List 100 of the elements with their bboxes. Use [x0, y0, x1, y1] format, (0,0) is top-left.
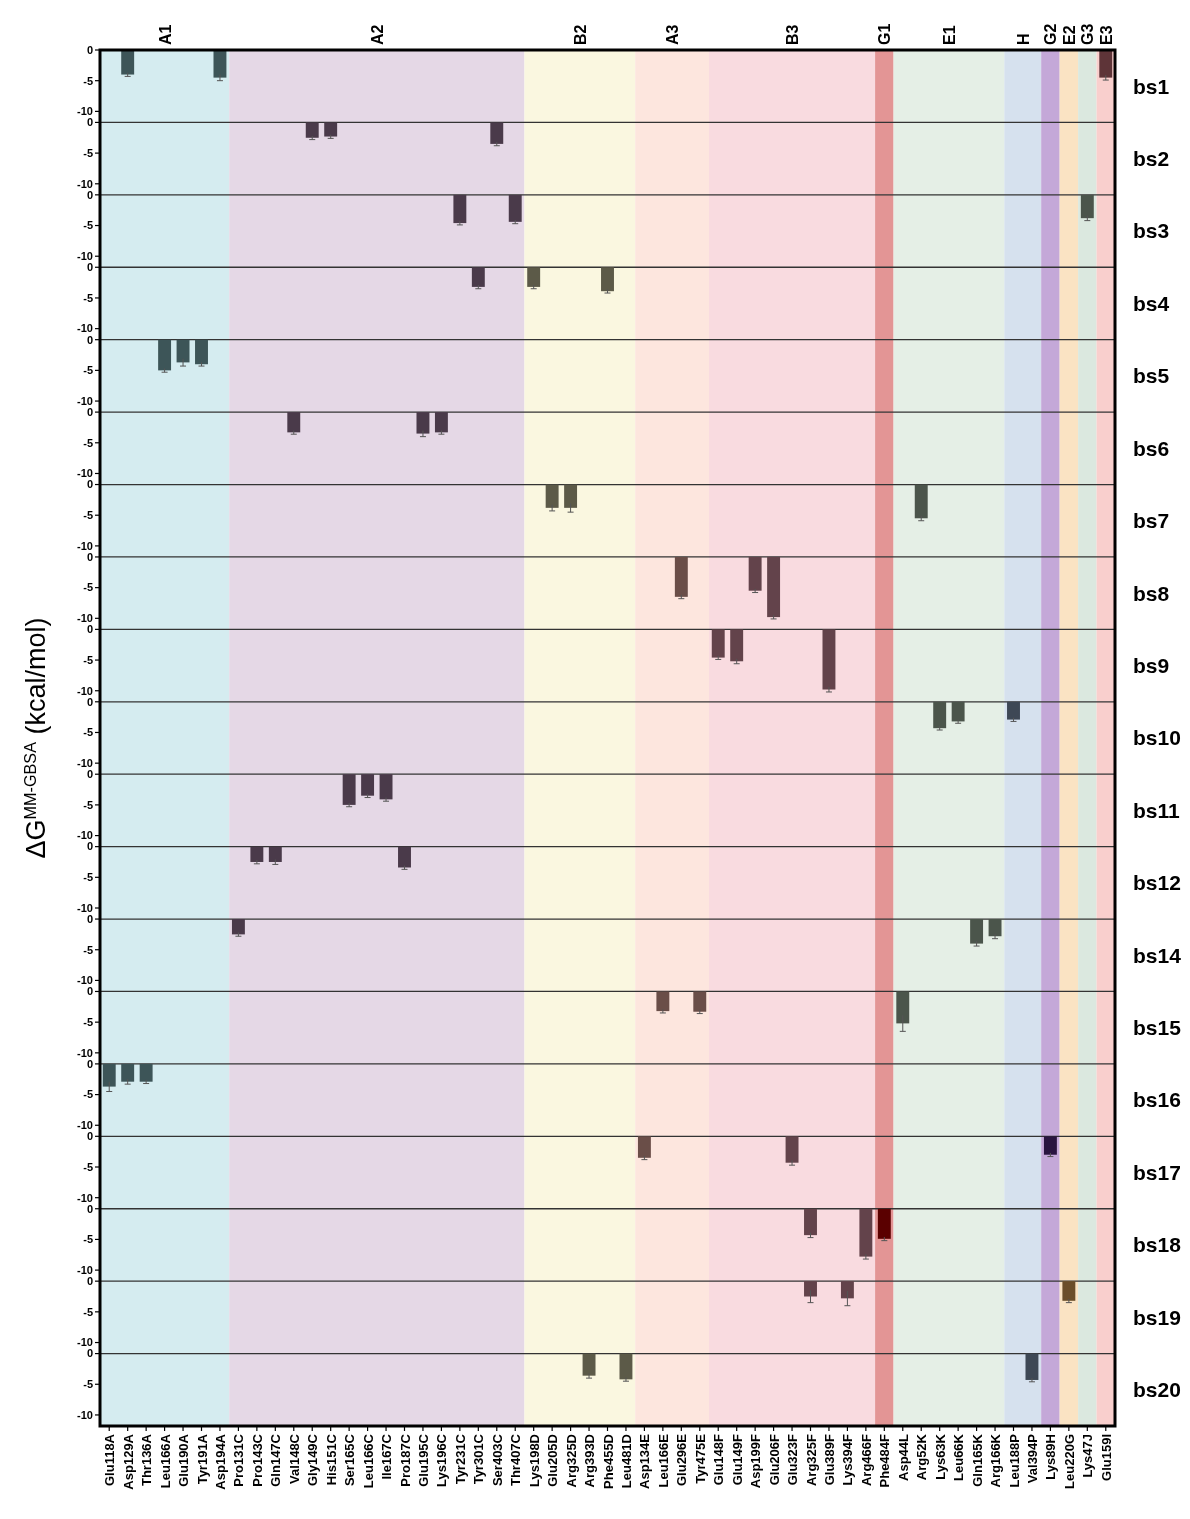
x-tick-label: Glu195C — [415, 1433, 431, 1487]
x-tick-label: Asp134E — [637, 1433, 653, 1489]
x-tick-label: Glu205D — [545, 1434, 561, 1487]
x-tick-label: Gln147C — [268, 1433, 284, 1487]
y-tick-label: -10 — [77, 1191, 93, 1204]
text: bs9 — [1133, 653, 1170, 677]
y-tick-label: 0 — [86, 840, 93, 853]
y-tick-label: -5 — [83, 653, 93, 666]
text: bs15 — [1133, 1016, 1182, 1040]
y-tick-label: 0 — [86, 912, 93, 925]
x-tick-label: Ile167C — [379, 1433, 395, 1480]
text: bs7 — [1133, 509, 1170, 533]
text: bs3 — [1133, 219, 1170, 243]
x-tick-label: Glu323F — [785, 1433, 801, 1486]
band-label: E3 — [1097, 25, 1115, 45]
x-tick-label: Arg52K — [914, 1433, 930, 1481]
x-tick-label: Asp194A — [212, 1433, 228, 1490]
y-tick-label: -5 — [83, 1160, 93, 1173]
y-tick-label: -5 — [83, 1378, 93, 1391]
x-tick-label: Thr136A — [139, 1433, 155, 1487]
x-tick-label: Lys196C — [434, 1433, 450, 1487]
x-tick-label: Tyr301C — [471, 1433, 487, 1485]
x-tick-label: Tyr231C — [452, 1433, 468, 1485]
y-tick-label: -10 — [77, 612, 93, 625]
band-label: G2 — [1042, 23, 1060, 45]
y-tick-label: 0 — [86, 333, 93, 346]
text: bs5 — [1133, 364, 1170, 388]
y-tick-label: 0 — [86, 1275, 93, 1288]
x-tick-label: Ser403C — [489, 1433, 505, 1487]
y-tick-label: 0 — [86, 695, 93, 708]
text: bs1 — [1133, 74, 1170, 98]
x-tick-label: Tyr191A — [194, 1433, 210, 1485]
x-tick-label: Lys394F — [840, 1433, 856, 1486]
text: bs16 — [1133, 1088, 1181, 1112]
band-label: E2 — [1060, 25, 1078, 45]
x-tick-label: Pro131C — [231, 1433, 247, 1487]
y-tick-label: -10 — [77, 1408, 93, 1421]
x-tick-label: Leu166C — [360, 1433, 376, 1489]
x-tick-label: Asp199F — [748, 1433, 764, 1489]
x-tick-label: Glu296E — [674, 1433, 690, 1487]
y-tick-label: -5 — [83, 509, 93, 522]
band-label: A2 — [368, 24, 386, 45]
y-tick-label: 0 — [86, 1130, 93, 1143]
y-tick-label: -5 — [83, 1233, 93, 1246]
band-label: A1 — [156, 24, 174, 45]
y-tick-label: -10 — [77, 467, 93, 480]
band-label: E1 — [940, 25, 958, 45]
y-tick-label: -10 — [77, 829, 93, 842]
x-tick-label: Val394P — [1024, 1433, 1040, 1484]
y-tick-label: 0 — [86, 43, 93, 56]
y-tick-label: -10 — [77, 539, 93, 552]
x-tick-label: Thr407C — [508, 1433, 524, 1487]
y-tick-label: -5 — [83, 219, 93, 232]
x-tick-label: Leu481D — [618, 1434, 634, 1489]
x-tick-label: Leu220G — [1061, 1434, 1077, 1489]
x-tick-label: Arg166K — [988, 1433, 1004, 1488]
text: bs10 — [1133, 726, 1181, 750]
y-tick-label: 0 — [86, 550, 93, 563]
text: bs18 — [1133, 1233, 1182, 1257]
y-tick-label: -5 — [83, 871, 93, 884]
y-tick-label: -5 — [83, 726, 93, 739]
x-tick-label: Leu188P — [1006, 1433, 1022, 1488]
text: bs14 — [1133, 943, 1182, 967]
y-tick-label: -5 — [83, 1305, 93, 1318]
x-tick-label: Ser165C — [342, 1433, 358, 1487]
y-tick-label: 0 — [86, 116, 93, 129]
y-tick-label: -5 — [83, 798, 93, 811]
y-tick-label: -5 — [83, 943, 93, 956]
x-tick-label: Lys198D — [526, 1434, 542, 1487]
band-label: G1 — [876, 23, 894, 45]
x-tick-label: Leu166A — [157, 1433, 173, 1489]
y-tick-label: -10 — [77, 1336, 93, 1349]
x-tick-label: Gly149C — [305, 1433, 321, 1487]
x-tick-label: Arg393D — [582, 1434, 598, 1488]
x-tick-label: Glu149F — [729, 1433, 745, 1486]
text: bs11 — [1133, 798, 1181, 822]
x-tick-label: His151C — [323, 1433, 339, 1486]
x-tick-label: Pro187C — [397, 1433, 413, 1487]
y-tick-label: 0 — [86, 768, 93, 781]
y-tick-label: -10 — [77, 901, 93, 914]
text: bs8 — [1133, 581, 1170, 605]
x-tick-label: Phe484F — [877, 1433, 893, 1488]
y-tick-label: -10 — [77, 974, 93, 987]
y-tick-label: -5 — [83, 74, 93, 87]
x-tick-label: Lys63K — [932, 1433, 948, 1480]
x-tick-label: Arg325D — [563, 1434, 579, 1488]
text: bs4 — [1133, 291, 1170, 315]
y-tick-label: 0 — [86, 1202, 93, 1215]
x-tick-label: Leu166E — [655, 1433, 671, 1488]
x-tick-label: Val148C — [286, 1433, 302, 1484]
y-tick-label: 0 — [86, 261, 93, 274]
x-tick-label: Gln165K — [969, 1433, 985, 1487]
band-label: B2 — [571, 24, 589, 45]
y-tick-label: -5 — [83, 1088, 93, 1101]
y-tick-label: -5 — [83, 1016, 93, 1029]
y-tick-label: 0 — [86, 1347, 93, 1360]
y-tick-label: -10 — [77, 105, 93, 118]
band-label: G3 — [1079, 23, 1097, 45]
x-tick-label: Phe455D — [600, 1434, 616, 1489]
x-tick-label: Lys47J — [1080, 1434, 1096, 1478]
